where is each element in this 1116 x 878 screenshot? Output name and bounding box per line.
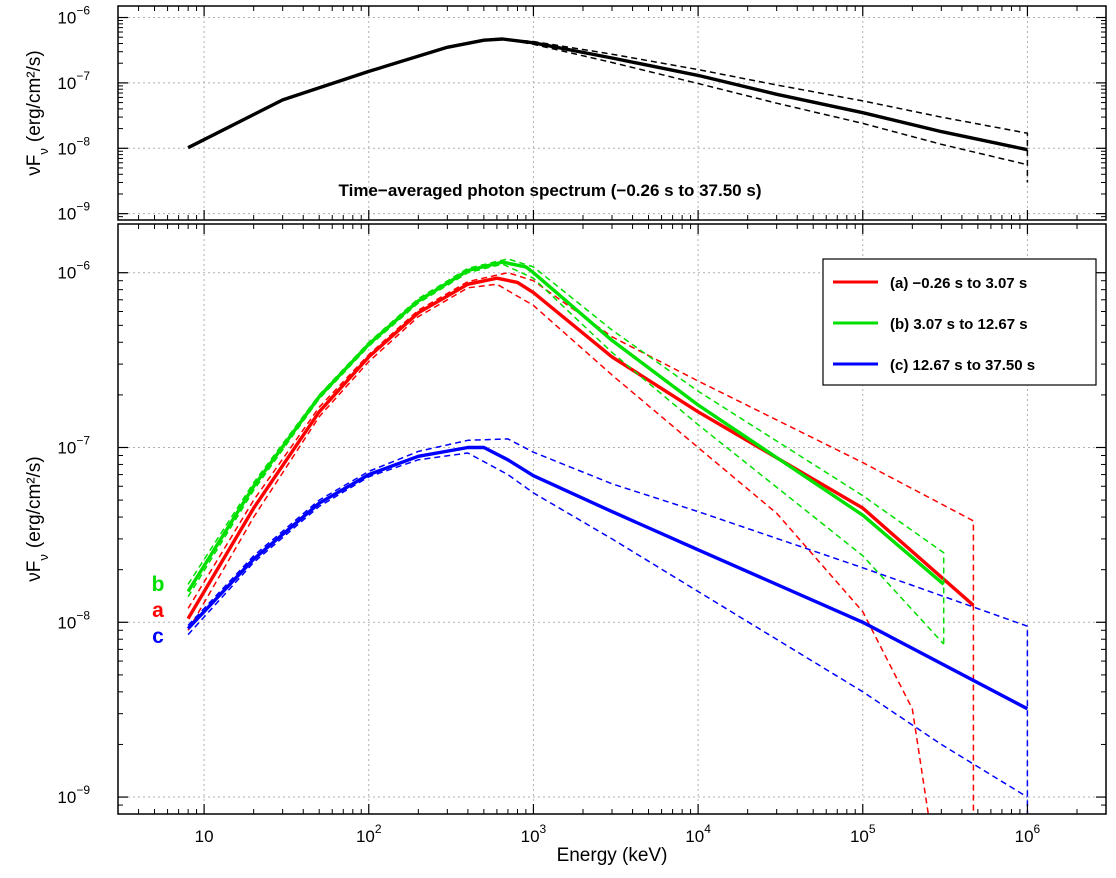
bot-x-tick-exp: 3 [540, 822, 547, 836]
legend-label-a: (a) −0.26 s to 3.07 s [890, 275, 1027, 292]
bot-y-tick-label: 10−8 [57, 608, 90, 632]
bot-x-tick-base: 10 [521, 827, 540, 846]
top-y-tick-exp: −7 [76, 69, 90, 83]
top-y-label-main: νF [24, 155, 45, 176]
bot-series-line-2 [187, 283, 930, 814]
legend-entry-c: (c) 12.67 s to 37.50 s [833, 357, 1035, 374]
bottom-y-tick-labels: 10−610−710−810−9 [57, 259, 90, 807]
bot-x-tick-exp: 2 [375, 822, 382, 836]
legend-label-c: (c) 12.67 s to 37.50 s [890, 357, 1035, 374]
bot-x-tick-label: 104 [685, 822, 711, 846]
top-panel: 10−610−710−810−9 Time−averaged photon sp… [24, 4, 1107, 224]
top-y-tick-base: 10 [57, 74, 76, 93]
bot-x-tick-base: 10 [356, 827, 375, 846]
bot-series-line-7 [187, 438, 1029, 814]
bot-x-tick-base: 10 [850, 827, 869, 846]
top-y-tick-base: 10 [57, 205, 76, 224]
bottom-y-label-main: νF [24, 561, 45, 582]
bot-y-tick-label: 10−6 [57, 259, 90, 283]
bot-x-tick-exp: 6 [1034, 822, 1041, 836]
bot-x-tick-label: 106 [1015, 822, 1041, 846]
side-label-b: b [152, 573, 165, 596]
top-y-tick-label: 10−6 [57, 4, 90, 28]
bot-x-tick-label: 103 [521, 822, 547, 846]
bot-series-line-0 [186, 276, 975, 620]
top-y-tick-label: 10−8 [57, 134, 90, 158]
top-panel-annotation: Time−averaged photon spectrum (−0.26 s t… [339, 181, 762, 200]
bottom-panel: 10−610−710−810−9 10 102 103 104 105 106 Energ… [24, 223, 1107, 866]
side-label-c: c [152, 625, 164, 648]
top-series-line-0 [187, 37, 1028, 152]
bot-y-tick-label: 10−7 [57, 434, 90, 458]
top-y-label-sub: ν [36, 148, 51, 155]
top-y-tick-label: 10−9 [57, 200, 90, 224]
bot-y-tick-exp: −6 [76, 259, 90, 273]
bot-series-line-8 [187, 452, 1028, 798]
bot-y-tick-exp: −9 [76, 783, 90, 797]
bot-y-tick-base: 10 [57, 613, 76, 632]
top-series-line-1 [502, 38, 1029, 183]
bottom-x-tick-labels: 10 102 103 104 105 106 [195, 822, 1041, 846]
top-series-line-2 [502, 38, 1028, 166]
bottom-y-axis-label: νFν (erg/cm²/s) [24, 456, 51, 581]
bot-y-tick-base: 10 [57, 788, 76, 807]
top-y-tick-label: 10−7 [57, 69, 90, 93]
top-y-tick-labels: 10−610−710−810−9 [57, 4, 90, 224]
legend-label-b: (b) 3.07 s to 12.67 s [890, 316, 1028, 333]
legend: (a) −0.26 s to 3.07 s (b) 3.07 s to 12.6… [822, 258, 1097, 386]
legend-entry-a: (a) −0.26 s to 3.07 s [833, 275, 1027, 292]
bot-y-tick-exp: −7 [76, 434, 90, 448]
x-axis-label: Energy (keV) [557, 845, 668, 866]
bot-x-tick-base: 10 [1015, 827, 1034, 846]
legend-entry-b: (b) 3.07 s to 12.67 s [833, 316, 1028, 333]
bot-x-tick-exp: 5 [869, 822, 876, 836]
bot-x-tick-label: 105 [850, 822, 876, 846]
bot-x-tick-base: 10 [685, 827, 704, 846]
top-y-axis-label: νFν (erg/cm²/s) [24, 50, 51, 175]
bot-y-tick-label: 10−9 [57, 783, 90, 807]
bot-x-tick-label: 10 [195, 827, 214, 846]
bottom-y-label-unit: (erg/cm²/s) [24, 456, 45, 548]
bot-y-tick-exp: −8 [76, 608, 90, 622]
bot-x-tick-label: 102 [356, 822, 382, 846]
bottom-y-label-sub: ν [36, 554, 51, 561]
top-y-tick-exp: −6 [76, 4, 90, 18]
top-y-label-unit: (erg/cm²/s) [24, 50, 45, 142]
bot-series-line-5 [187, 263, 945, 645]
bot-x-tick-base: 10 [195, 827, 214, 846]
bot-y-tick-base: 10 [57, 439, 76, 458]
top-ticks [118, 6, 1106, 220]
bot-x-tick-exp: 4 [704, 822, 711, 836]
bot-series-line-6 [186, 445, 1029, 711]
bottom-ticks [118, 224, 1106, 814]
bot-y-tick-base: 10 [57, 264, 76, 283]
bot-series-line-1 [187, 271, 975, 814]
top-y-tick-base: 10 [57, 9, 76, 28]
side-label-a: a [152, 599, 164, 622]
top-y-tick-exp: −9 [76, 200, 90, 214]
top-y-tick-base: 10 [57, 139, 76, 158]
top-y-tick-exp: −8 [76, 134, 90, 148]
top-series-group [187, 37, 1029, 183]
bot-series-line-3 [186, 260, 945, 593]
bot-series-line-4 [187, 258, 945, 645]
bottom-series-group [186, 258, 1029, 814]
